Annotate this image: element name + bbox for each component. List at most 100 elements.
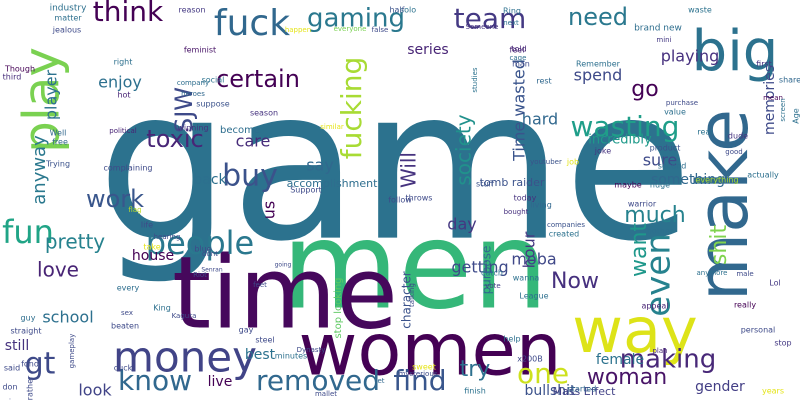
word-gt: gt <box>25 347 56 382</box>
word-jealous: jealous <box>52 26 81 35</box>
word-waste: waste <box>688 6 712 15</box>
word-today: today <box>514 194 537 203</box>
word-even: even <box>639 233 679 317</box>
word-similar: similar <box>320 123 344 131</box>
word-feminist: feminist <box>184 46 216 55</box>
word-happen: happen <box>285 26 311 34</box>
word-plan: plan <box>652 347 667 355</box>
word-catch: catch <box>481 269 503 278</box>
word-purpose: purpose <box>480 246 494 295</box>
word-hot: hot <box>117 91 130 100</box>
word-league: League <box>519 292 548 301</box>
word-political: political <box>109 127 136 135</box>
word-man: man <box>512 60 530 69</box>
word-mysterious: mysterious <box>399 370 438 378</box>
word-way: way <box>572 294 697 367</box>
word-give: give <box>5 398 20 400</box>
word-follow: follow <box>388 196 412 205</box>
word-mean: mean <box>763 94 783 102</box>
word-flag: flag <box>128 206 141 214</box>
word-kagura: Kagura <box>172 312 197 320</box>
word-day: day <box>447 215 476 234</box>
word-bought: bought <box>504 208 529 216</box>
word-feet: feet <box>253 281 267 289</box>
word-play: play <box>13 47 71 153</box>
word-let: let <box>376 377 385 385</box>
word-companies: companies <box>547 221 585 229</box>
word-life: life <box>141 221 153 230</box>
word-pretty: pretty <box>45 230 105 254</box>
word-mini: mini <box>656 36 671 44</box>
word-stop: stop <box>774 339 791 348</box>
word-free: free <box>52 138 68 147</box>
word-someone: Someone <box>466 23 499 31</box>
word-throws: throws <box>406 194 433 203</box>
word-time-wasted: Time wasted <box>510 59 529 162</box>
word-senran: Senran <box>201 267 222 274</box>
word-shit: shit <box>707 225 732 266</box>
word-vote: vote <box>485 282 500 290</box>
word-blue: blue <box>194 245 211 254</box>
word-anymore: anymore <box>696 269 727 277</box>
word-maybe: maybe <box>614 181 642 190</box>
word-season: season <box>250 109 278 118</box>
word-anyway: anyway <box>29 135 50 205</box>
word-money: money <box>113 333 257 382</box>
word-right: right <box>114 58 133 67</box>
word-company: company <box>177 79 209 87</box>
word-told: told <box>511 45 526 54</box>
word-actually: actually <box>747 171 779 180</box>
word-half: half <box>389 6 404 15</box>
word-don: don <box>2 383 17 392</box>
word-need: need <box>568 3 628 31</box>
word-society: society <box>452 114 476 185</box>
word-real: real <box>697 128 712 137</box>
word-spend: spend <box>574 66 623 85</box>
word-back: back <box>193 172 227 188</box>
word-moba: moba <box>511 250 556 269</box>
word-winning: winning <box>177 124 208 133</box>
word-personal: personal <box>741 326 776 335</box>
word-time: time <box>172 234 398 351</box>
word-heroes: heroes <box>181 90 205 98</box>
word-really: really <box>734 301 756 310</box>
word-everything: everything <box>695 176 738 185</box>
word-buy: buy <box>222 159 278 194</box>
word-stuff: stuff <box>476 180 494 189</box>
word-age: Age <box>792 108 800 124</box>
word-well: Well <box>50 129 67 138</box>
word-joke: joke <box>594 147 611 156</box>
word-enjoy: enjoy <box>98 73 142 92</box>
word-sure: sure <box>643 151 678 170</box>
word-know: know <box>118 364 192 397</box>
word-third: third <box>3 73 22 82</box>
word-male: male <box>736 270 753 278</box>
word-next: next <box>503 19 519 27</box>
word-finish: finish <box>464 387 486 396</box>
word-beaten: beaten <box>111 322 139 331</box>
word-look: look <box>78 381 112 400</box>
word-getting: getting <box>451 258 508 277</box>
word-everyone: everyone <box>334 25 367 33</box>
word-social: social <box>202 76 225 85</box>
word-bother: bother <box>647 227 674 236</box>
word-female: female <box>596 352 644 368</box>
word-gender: gender <box>695 379 745 395</box>
word-straight: straight <box>10 327 41 336</box>
word-lol: Lol <box>769 279 780 288</box>
word-help: help <box>503 335 520 344</box>
word-talking: talking <box>408 283 416 307</box>
word-removed: removed <box>256 364 380 397</box>
word-men: men <box>282 198 549 337</box>
word-take: take <box>143 243 160 252</box>
word-think: think <box>93 0 164 28</box>
word-care: care <box>236 132 271 151</box>
word-want: want <box>627 223 652 277</box>
word-incredibly: incredibly <box>588 133 652 148</box>
word-work: work <box>86 185 144 213</box>
word-fucking: fucking <box>335 57 368 160</box>
word-suppose: suppose <box>196 100 229 109</box>
word-series: series <box>407 42 448 58</box>
